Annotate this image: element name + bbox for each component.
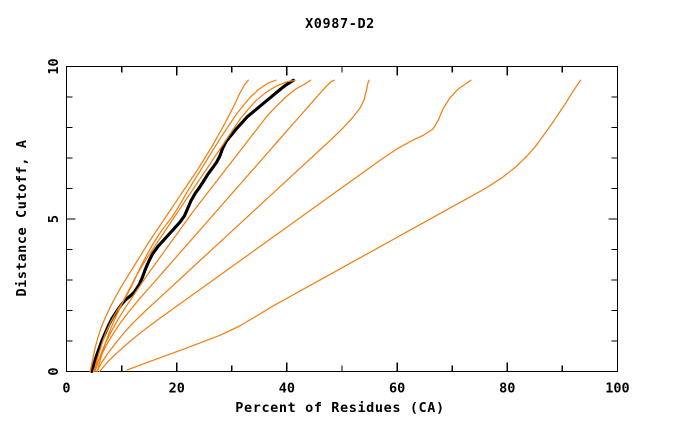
y-tick-label: 10 <box>46 58 62 74</box>
axis-tick-labels: 0 20 40 60 80 100 0 5 10 <box>46 58 630 396</box>
reference-curve <box>96 79 296 373</box>
axis-ticks <box>65 65 619 373</box>
reference-curve <box>126 79 582 371</box>
reference-curve <box>98 79 472 373</box>
y-tick-label: 0 <box>46 367 62 375</box>
x-tick-label: 40 <box>279 381 295 397</box>
data-curves <box>89 78 582 374</box>
reference-curve <box>89 79 249 373</box>
x-tick-label: 80 <box>499 381 515 397</box>
x-tick-label: 60 <box>389 381 405 397</box>
reference-curve <box>94 79 312 373</box>
y-tick-label: 5 <box>46 215 62 223</box>
reference-curve <box>96 79 370 373</box>
reference-curve <box>92 79 335 373</box>
y-axis-label: Distance Cutoff, A <box>14 139 30 296</box>
x-tick-label: 100 <box>605 381 629 397</box>
x-tick-label: 0 <box>62 381 70 397</box>
x-tick-label: 20 <box>169 381 185 397</box>
page-title: X0987-D2 <box>305 16 375 32</box>
x-axis-label: Percent of Residues (CA) <box>235 400 444 416</box>
reference-curve <box>93 79 277 373</box>
